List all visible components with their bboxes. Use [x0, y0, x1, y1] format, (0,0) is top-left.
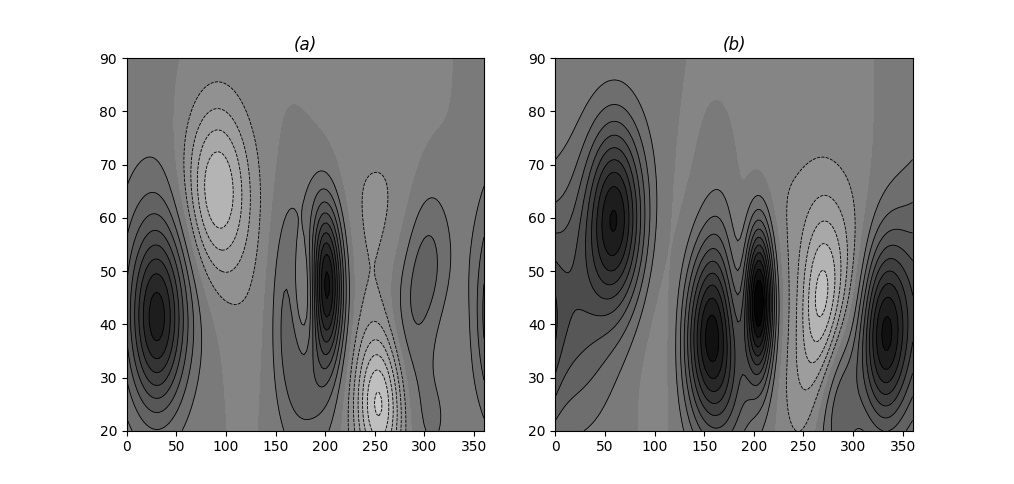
- Title: (a): (a): [294, 36, 317, 54]
- Title: (b): (b): [722, 36, 745, 54]
